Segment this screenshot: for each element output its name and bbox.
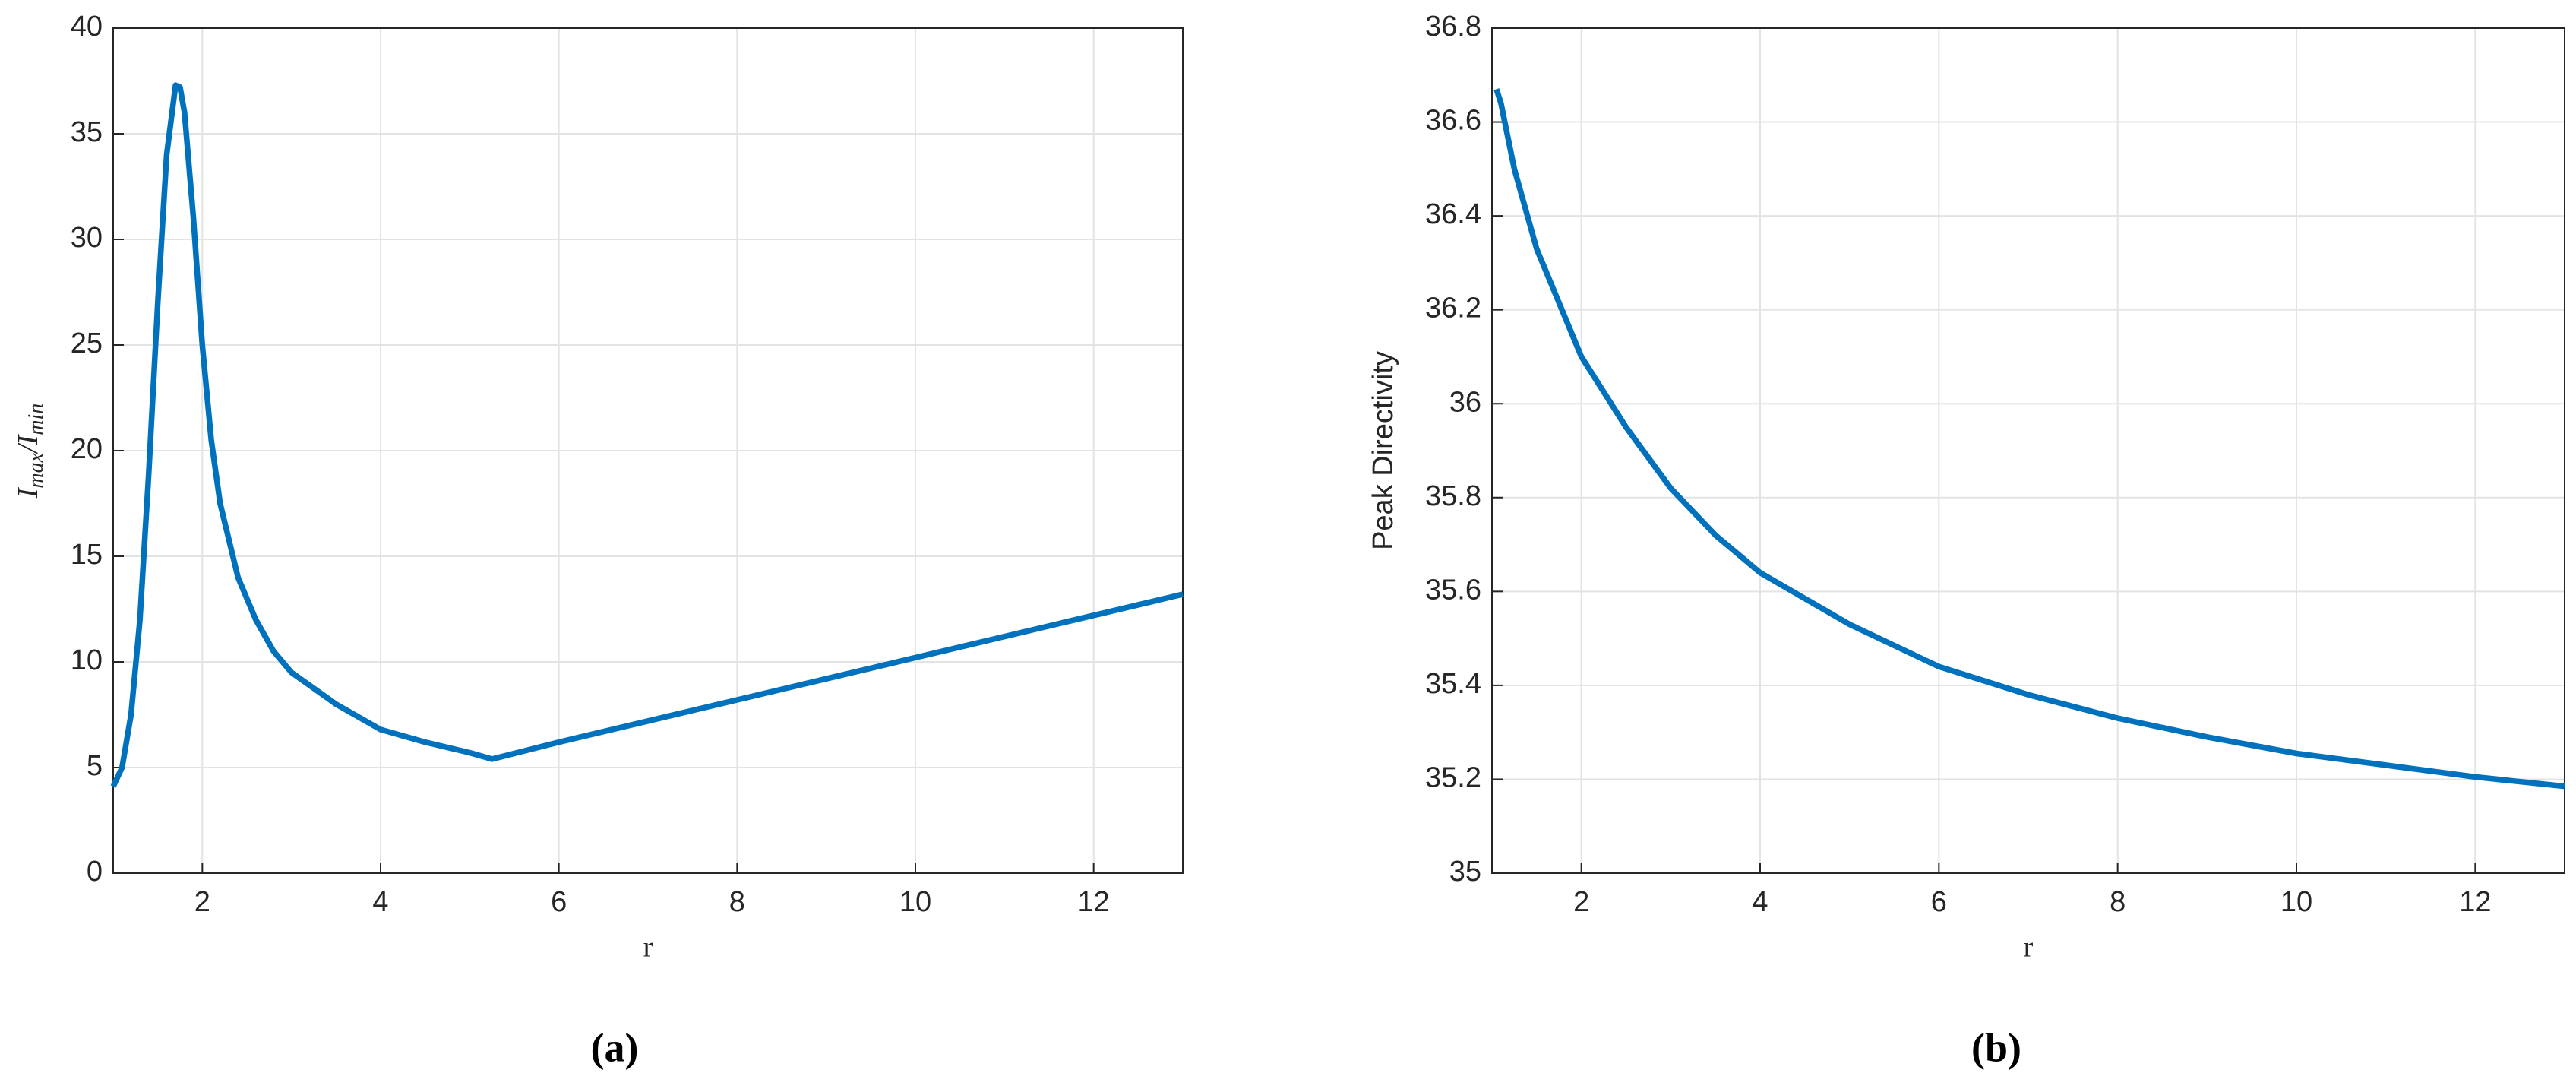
- caption: (a): [591, 1024, 639, 1070]
- caption: (b): [1971, 1024, 2021, 1070]
- y-tick-label: 36.2: [1425, 293, 1481, 324]
- y-tick-label: 10: [71, 644, 103, 676]
- x-tick-label: 2: [1573, 886, 1589, 918]
- x-tick-label: 8: [729, 886, 745, 918]
- y-tick-label: 36.8: [1425, 11, 1481, 43]
- y-tick-label: 40: [71, 11, 103, 43]
- y-tick-label: 36.6: [1425, 105, 1481, 137]
- y-tick-label: 35.6: [1425, 574, 1481, 606]
- axes-box: [112, 27, 1184, 874]
- x-tick-label: 10: [899, 886, 931, 918]
- x-tick-label: 12: [1078, 886, 1110, 918]
- x-tick-label: 10: [2280, 886, 2312, 918]
- y-tick-label: 5: [87, 750, 103, 782]
- x-axis-label: r: [643, 932, 653, 964]
- x-tick-label: 4: [1752, 886, 1768, 918]
- x-axis-label: r: [2024, 932, 2034, 964]
- line-series: [110, 82, 1184, 788]
- y-tick-label: 35: [71, 116, 103, 148]
- x-tick-label: 2: [194, 886, 210, 918]
- y-tick-label: 15: [71, 539, 103, 571]
- y-tick-label: 36.4: [1425, 198, 1481, 230]
- axes-box: [1491, 27, 2565, 874]
- y-tick-label: 0: [87, 856, 103, 888]
- y-tick-label: 35.8: [1425, 480, 1481, 512]
- y-tick-label: 36: [1449, 386, 1481, 418]
- y-tick-label: 30: [71, 222, 103, 254]
- x-tick-label: 6: [1931, 886, 1947, 918]
- x-tick-label: 8: [2110, 886, 2126, 918]
- y-tick-label: 20: [71, 433, 103, 465]
- line-series: [1493, 88, 2565, 790]
- y-tick-label: 25: [71, 328, 103, 359]
- y-axis-label: Imax/Imin: [12, 404, 49, 499]
- x-tick-label: 6: [551, 886, 567, 918]
- y-tick-label: 35: [1449, 856, 1481, 888]
- x-tick-label: 4: [372, 886, 388, 918]
- y-tick-label: 35.4: [1425, 668, 1481, 700]
- x-tick-label: 12: [2459, 886, 2491, 918]
- y-axis-label: Peak Directivity: [1367, 351, 1399, 550]
- y-tick-label: 35.2: [1425, 761, 1481, 793]
